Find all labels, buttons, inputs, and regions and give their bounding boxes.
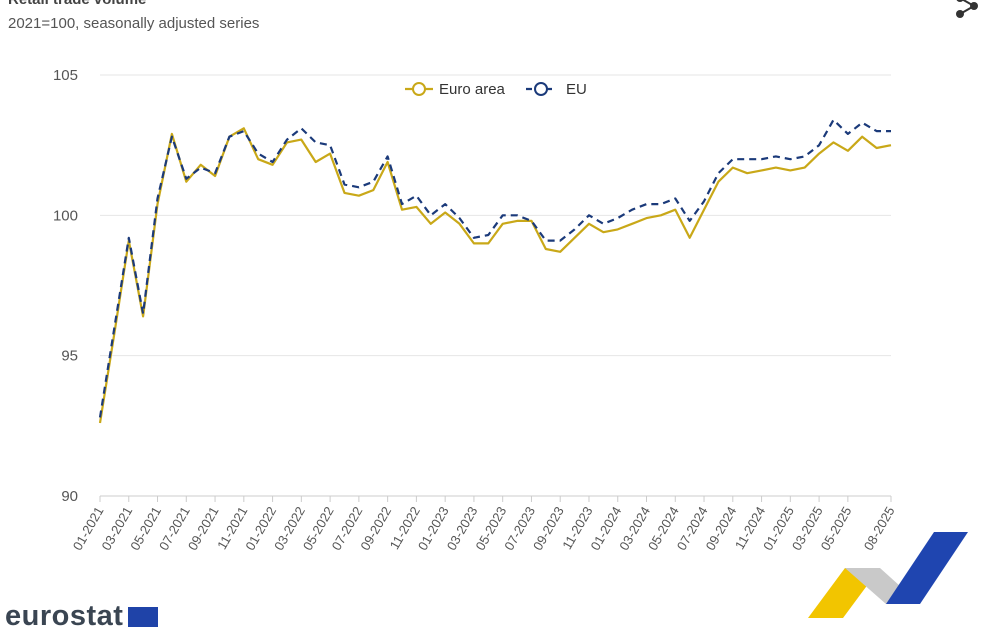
y-tick-label: 90	[61, 488, 78, 505]
legend-label-euro-area: Euro area	[439, 81, 506, 98]
eurostat-logo: eurostat	[5, 600, 124, 632]
eu-flag-icon	[128, 607, 158, 627]
series-line-euro-area[interactable]	[98, 127, 892, 424]
line-chart: 90 95 100 105 01-202103-202105-202107-20210…	[53, 67, 898, 553]
share-icon[interactable]	[950, 0, 984, 20]
y-tick-label: 100	[53, 207, 78, 224]
grid-layer	[100, 74, 891, 357]
legend-label-eu: EU	[566, 81, 587, 98]
legend: Euro area EU	[405, 81, 587, 98]
ribbon-blue	[886, 532, 968, 604]
legend-item-euro-area[interactable]: Euro area	[405, 81, 506, 98]
y-tick-label: 95	[61, 348, 78, 365]
legend-item-eu[interactable]: EU	[526, 81, 587, 98]
x-axis: 01-202103-202105-202107-202109-202111-20…	[70, 495, 898, 553]
legend-marker-eu	[534, 82, 548, 96]
legend-marker-euro-area	[412, 82, 426, 96]
y-axis: 90 95 100 105	[53, 67, 78, 505]
chart-title: Retail trade volume	[8, 0, 146, 8]
series-line-eu[interactable]	[98, 118, 891, 418]
series-layer	[98, 118, 892, 424]
y-tick-label: 105	[53, 67, 78, 84]
decorative-ribbon	[808, 532, 968, 618]
chart-subtitle: 2021=100, seasonally adjusted series	[8, 15, 260, 32]
